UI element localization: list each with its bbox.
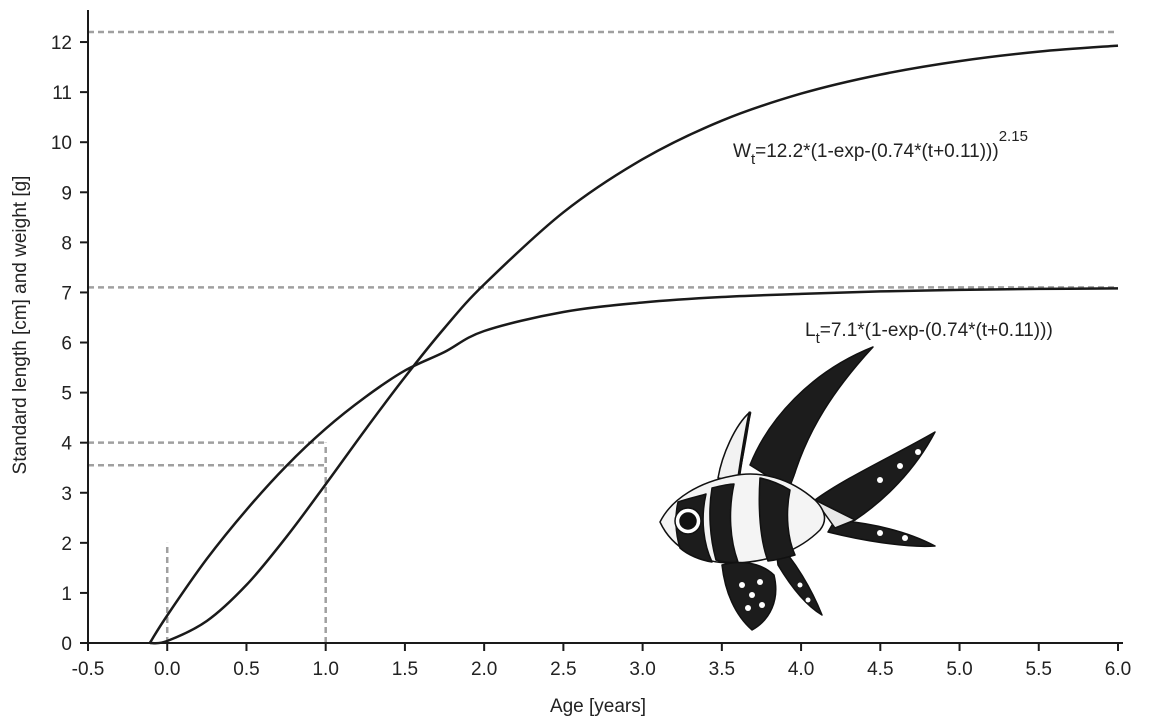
y-tick-label: 5 bbox=[61, 384, 72, 405]
x-tick-label: 3.5 bbox=[709, 659, 735, 680]
y-tick-label: 7 bbox=[61, 283, 72, 304]
y-tick-label: 1 bbox=[61, 584, 72, 605]
x-tick-label: 1.5 bbox=[392, 659, 418, 680]
length-eq-sub: t bbox=[816, 330, 821, 347]
y-tick-label: 2 bbox=[61, 534, 72, 555]
x-tick-label: 5.5 bbox=[1026, 659, 1052, 680]
y-tick-label: 6 bbox=[61, 334, 72, 355]
fish-illustration bbox=[659, 346, 936, 631]
x-tick-label: 5.0 bbox=[946, 659, 972, 680]
y-axis-title: Standard length [cm] and weight [g] bbox=[10, 176, 31, 475]
weight-eq-sub: t bbox=[751, 151, 756, 168]
x-tick-label: -0.5 bbox=[72, 659, 105, 680]
weight-curve bbox=[149, 44, 1119, 645]
x-tick-label: 0.5 bbox=[233, 659, 259, 680]
x-tick-label: 4.0 bbox=[788, 659, 814, 680]
y-tick-label: 4 bbox=[61, 434, 72, 455]
y-tick-label: 10 bbox=[51, 133, 72, 154]
y-tick-label: 3 bbox=[61, 484, 72, 505]
length-eq-body: =7.1*(1-exp-(0.74*(t+0.11))) bbox=[820, 320, 1053, 341]
length-curve bbox=[148, 287, 1119, 644]
length-eq-main: L bbox=[805, 320, 816, 341]
length-equation-label: Lt=7.1*(1-exp-(0.74*(t+0.11))) bbox=[805, 320, 1053, 347]
x-tick-label: 6.0 bbox=[1105, 659, 1131, 680]
y-tick-label: 11 bbox=[52, 83, 72, 104]
x-tick-label: 4.5 bbox=[867, 659, 893, 680]
x-tick-label: 3.0 bbox=[629, 659, 655, 680]
x-tick-label: 2.0 bbox=[471, 659, 497, 680]
x-axis-title: Age [years] bbox=[550, 696, 646, 717]
x-tick-label: 2.5 bbox=[550, 659, 576, 680]
curves bbox=[148, 44, 1119, 645]
x-tick-label: 0.0 bbox=[154, 659, 180, 680]
x-tick-label: 1.0 bbox=[312, 659, 338, 680]
weight-eq-exponent: 2.15 bbox=[999, 128, 1028, 145]
y-tick-label: 0 bbox=[61, 634, 72, 655]
y-tick-label: 8 bbox=[61, 233, 72, 254]
weight-equation-label: Wt=12.2*(1-exp-(0.74*(t+0.11)))2.15 bbox=[733, 128, 1028, 168]
y-tick-label: 12 bbox=[51, 33, 72, 54]
reference-lines bbox=[88, 30, 1118, 643]
y-tick-label: 9 bbox=[61, 183, 72, 204]
weight-eq-main: W bbox=[733, 141, 751, 162]
weight-eq-body: =12.2*(1-exp-(0.74*(t+0.11))) bbox=[755, 141, 999, 162]
axes: -0.5 0.0 0.5 1.0 1.5 2.0 2.5 3.0 3.5 4.0 4.5 5.0 5.5… bbox=[51, 10, 1131, 680]
